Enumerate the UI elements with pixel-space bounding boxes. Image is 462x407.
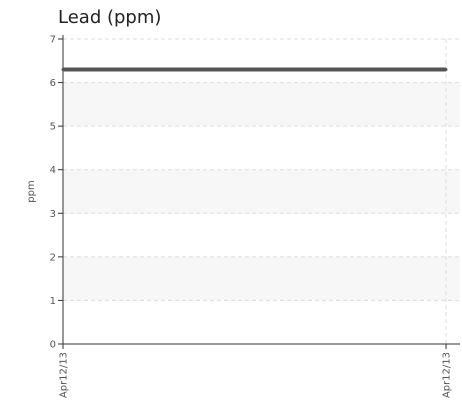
band — [63, 256, 460, 301]
background-bands — [63, 82, 460, 301]
y-tick-label: 5 — [50, 122, 56, 133]
band — [63, 82, 460, 127]
y-tick-label: 4 — [50, 165, 56, 176]
y-ticks: 0 1 2 3 4 5 6 7 — [50, 35, 63, 351]
x-tick-label: Apr12/13 — [59, 352, 70, 398]
y-tick-label: 7 — [50, 35, 56, 46]
data-point — [444, 68, 448, 71]
band — [63, 169, 460, 214]
x-ticks: Apr12/13 Apr12/13 — [59, 344, 453, 398]
y-tick-label: 6 — [50, 78, 56, 89]
y-tick-label: 3 — [50, 209, 56, 220]
y-tick-label: 0 — [50, 340, 56, 351]
data-point — [61, 68, 65, 71]
series — [61, 67, 448, 72]
x-tick-label: Apr12/13 — [442, 352, 453, 398]
y-axis-label: ppm — [26, 180, 37, 202]
axes — [62, 35, 460, 345]
chart-title: Lead (ppm) — [58, 7, 162, 28]
y-tick-label: 1 — [50, 296, 56, 307]
y-tick-label: 2 — [50, 252, 56, 263]
